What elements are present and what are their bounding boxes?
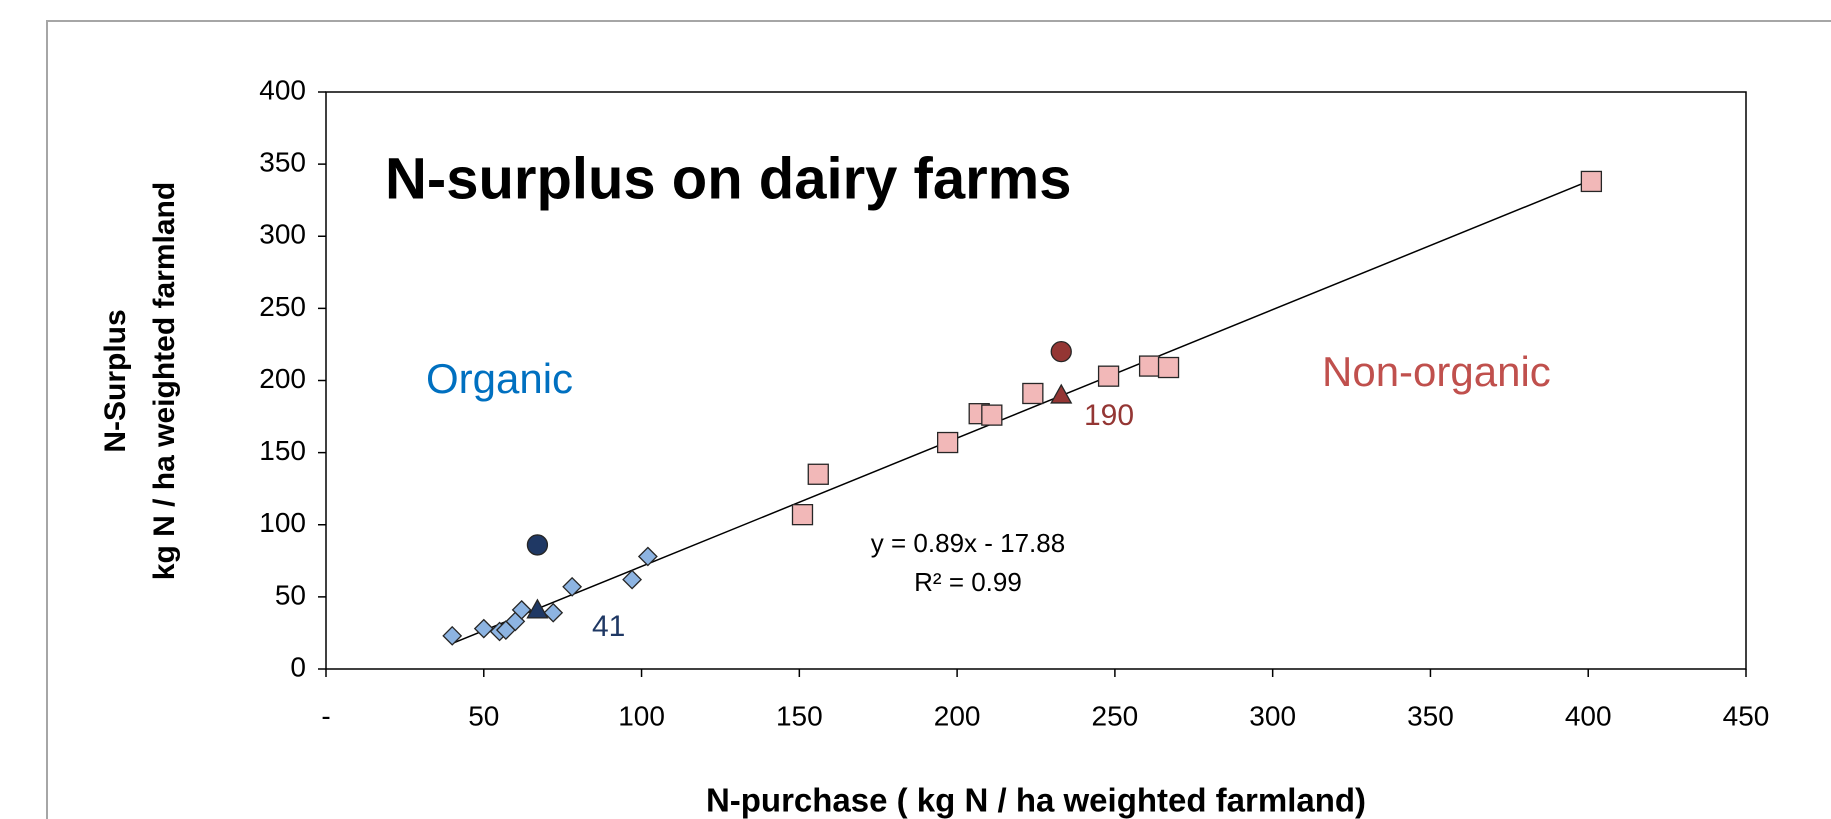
group-label: Non-organic bbox=[1322, 348, 1551, 395]
diamond-point bbox=[442, 625, 463, 646]
y-tick-label: 150 bbox=[259, 435, 306, 466]
y-tick-label: 300 bbox=[259, 219, 306, 250]
x-tick-label: 150 bbox=[776, 700, 823, 731]
square-point bbox=[1138, 355, 1161, 377]
y-tick-label: 0 bbox=[290, 651, 306, 682]
chart-title: N-surplus on dairy farms bbox=[385, 146, 1071, 211]
square-point bbox=[1157, 356, 1180, 379]
square-point bbox=[1097, 365, 1120, 387]
square-point bbox=[791, 504, 814, 526]
x-tick-label: 450 bbox=[1723, 700, 1770, 731]
diamond-point bbox=[637, 546, 658, 567]
triangle-point bbox=[526, 598, 549, 619]
y-tick-label: 350 bbox=[259, 147, 306, 178]
y-tick-label: 400 bbox=[259, 74, 306, 105]
square-point bbox=[936, 431, 959, 454]
x-tick-label: - bbox=[321, 700, 330, 731]
annotation: 190 bbox=[1084, 399, 1134, 432]
x-tick-label: 50 bbox=[468, 700, 499, 731]
annotation: R² = 0.99 bbox=[914, 567, 1022, 597]
x-tick-label: 200 bbox=[934, 700, 981, 731]
square-point bbox=[981, 404, 1003, 426]
y-tick-label: 50 bbox=[275, 579, 306, 610]
x-axis-label: N-purchase ( kg N / ha weighted farmland… bbox=[706, 782, 1366, 819]
diamond-point bbox=[622, 569, 643, 590]
annotation: y = 0.89x - 17.88 bbox=[871, 528, 1065, 558]
circle-point bbox=[526, 534, 549, 556]
diamond-point bbox=[511, 599, 532, 620]
y-axis-label: N-Surplus bbox=[99, 309, 132, 452]
triangle-point bbox=[1050, 383, 1073, 404]
frame bbox=[46, 20, 1831, 819]
diamond-point bbox=[543, 602, 564, 623]
annotation: 41 bbox=[592, 610, 625, 643]
diamond-point bbox=[562, 576, 583, 597]
diamond-point bbox=[473, 618, 494, 639]
x-tick-label: 350 bbox=[1407, 700, 1454, 731]
y-tick-label: 250 bbox=[259, 291, 306, 322]
x-tick-label: 250 bbox=[1092, 700, 1139, 731]
y-tick-label: 100 bbox=[259, 507, 306, 538]
square-point bbox=[807, 463, 829, 485]
y-tick-label: 200 bbox=[259, 363, 306, 394]
x-tick-label: 100 bbox=[618, 700, 665, 731]
trend-line bbox=[451, 179, 1592, 645]
x-tick-label: 400 bbox=[1565, 700, 1612, 731]
square-point bbox=[1022, 382, 1044, 405]
circle-point bbox=[1050, 340, 1072, 363]
y-axis-label: kg N / ha weighted farmland bbox=[148, 182, 181, 580]
group-label: Organic bbox=[426, 355, 573, 402]
square-point bbox=[1580, 170, 1603, 193]
x-tick-label: 300 bbox=[1249, 700, 1296, 731]
